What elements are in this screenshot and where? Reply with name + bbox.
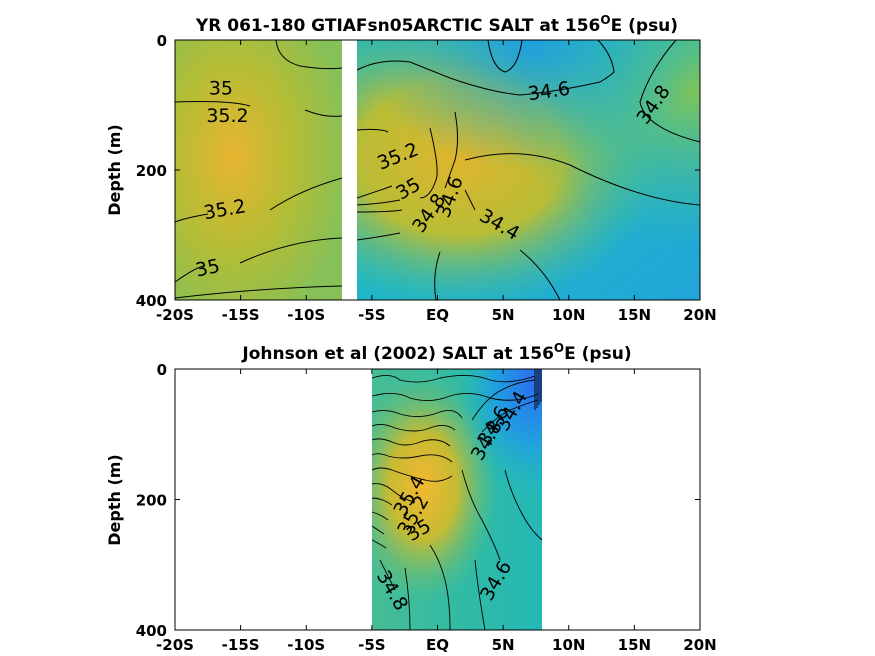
bottom-x-tick-label: -10S [287, 636, 325, 654]
bottom-x-tick-label: -20S [156, 636, 194, 654]
bottom-x-tick-label: 20N [683, 636, 716, 654]
top-x-axis: -20S -15S -10S -5S EQ 5N 10N 15N 20N [156, 40, 717, 324]
top-contour-label: 35.2 [206, 105, 248, 127]
bottom-y-tick-label: 0 [157, 361, 167, 379]
top-contours-north [356, 39, 701, 301]
top-y-axis-label: Depth (m) [105, 124, 124, 216]
bottom-x-tick-label: 10N [552, 636, 585, 654]
top-contours-south [174, 39, 343, 299]
bottom-x-tick-label: -15S [222, 636, 260, 654]
top-y-tick-label: 400 [136, 292, 167, 310]
top-panel-title: YR 061-180 GTIAFsn05ARCTIC SALT at 156OE… [195, 13, 678, 36]
bottom-x-axis: -20S -15S -10S -5S EQ 5N 10N 15N 20N [156, 369, 717, 654]
bottom-panel-title: Johnson et al (2002) SALT at 156OE (psu) [241, 341, 631, 364]
top-contour-label: 35 [194, 255, 222, 282]
top-data-gap [342, 40, 357, 300]
top-y-axis: 0 200 400 [136, 32, 700, 310]
top-x-tick-label: -10S [287, 306, 325, 324]
bottom-y-tick-label: 400 [136, 622, 167, 640]
bottom-x-tick-label: EQ [426, 636, 449, 654]
top-x-tick-label: -5S [358, 306, 385, 324]
bottom-y-tick-label: 200 [136, 492, 167, 510]
top-y-tick-label: 0 [157, 32, 167, 50]
bottom-y-axis-label: Depth (m) [105, 454, 124, 546]
top-y-tick-label: 200 [136, 162, 167, 180]
bottom-x-tick-label: 5N [492, 636, 515, 654]
top-panel: YR 061-180 GTIAFsn05ARCTIC SALT at 156OE… [105, 13, 717, 324]
top-fill-south [175, 40, 342, 300]
top-x-tick-label: EQ [426, 306, 449, 324]
top-x-tick-label: -20S [156, 306, 194, 324]
top-x-tick-label: 20N [683, 306, 716, 324]
top-x-tick-label: 5N [492, 306, 515, 324]
top-x-tick-label: 10N [552, 306, 585, 324]
bottom-x-tick-label: -5S [358, 636, 385, 654]
bottom-y-axis: 0 200 400 [136, 361, 700, 640]
bottom-contours [371, 369, 543, 631]
top-x-tick-label: 15N [618, 306, 651, 324]
bottom-x-tick-label: 15N [618, 636, 651, 654]
top-contour-label: 35 [209, 77, 233, 99]
top-x-tick-label: -15S [222, 306, 260, 324]
bottom-panel: Johnson et al (2002) SALT at 156OE (psu) [105, 341, 717, 654]
